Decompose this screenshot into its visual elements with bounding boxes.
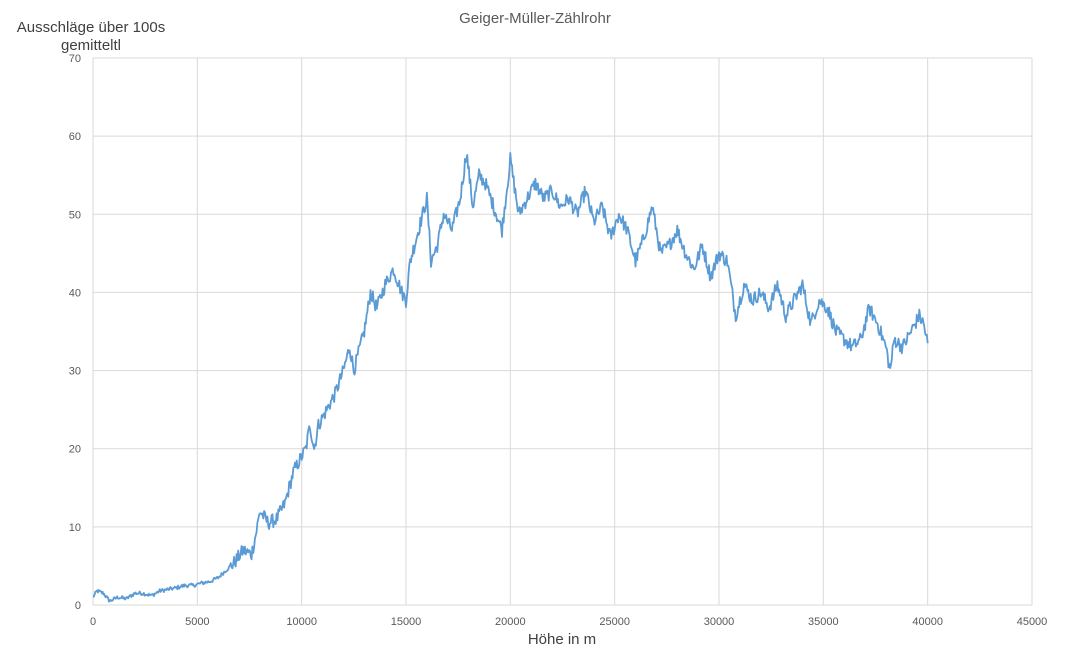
series-group bbox=[92, 151, 929, 603]
x-tick-label: 15000 bbox=[391, 616, 422, 628]
x-tick-label: 35000 bbox=[808, 616, 839, 628]
y-tick-label: 10 bbox=[69, 522, 81, 534]
y-tick-label: 20 bbox=[69, 444, 81, 456]
chart-title: Geiger-Müller-Zählrohr bbox=[459, 10, 611, 27]
x-tick-label: 30000 bbox=[704, 616, 735, 628]
x-tick-label: 40000 bbox=[912, 616, 943, 628]
x-axis-label: Höhe in m bbox=[527, 631, 597, 648]
series-line bbox=[92, 151, 929, 603]
y-axis-label-line-1: Ausschläge über 100s bbox=[16, 19, 166, 36]
x-tick-label: 5000 bbox=[185, 616, 209, 628]
x-tick-label: 10000 bbox=[286, 616, 317, 628]
x-tick-label: 45000 bbox=[1017, 616, 1048, 628]
y-axis-label-line-2: gemitteltl bbox=[60, 37, 122, 54]
y-tick-label: 40 bbox=[69, 287, 81, 299]
y-tick-label: 30 bbox=[69, 366, 81, 378]
x-tick-label: 20000 bbox=[495, 616, 526, 628]
y-axis-label: Ausschläge über 100s gemitteltl bbox=[6, 19, 176, 55]
y-tick-label: 70 bbox=[69, 53, 81, 65]
y-tick-label: 50 bbox=[69, 209, 81, 221]
gridlines bbox=[92, 57, 1033, 606]
x-tick-label: 0 bbox=[90, 616, 96, 628]
x-tick-labels: 0 5000 10000 15000 20000 25000 30000 35000 40000… bbox=[90, 616, 1047, 628]
y-tick-label: 0 bbox=[75, 600, 81, 612]
y-tick-label: 60 bbox=[69, 131, 81, 143]
x-tick-label: 25000 bbox=[599, 616, 630, 628]
y-tick-labels: 0 10 20 30 40 50 60 70 bbox=[69, 53, 81, 612]
